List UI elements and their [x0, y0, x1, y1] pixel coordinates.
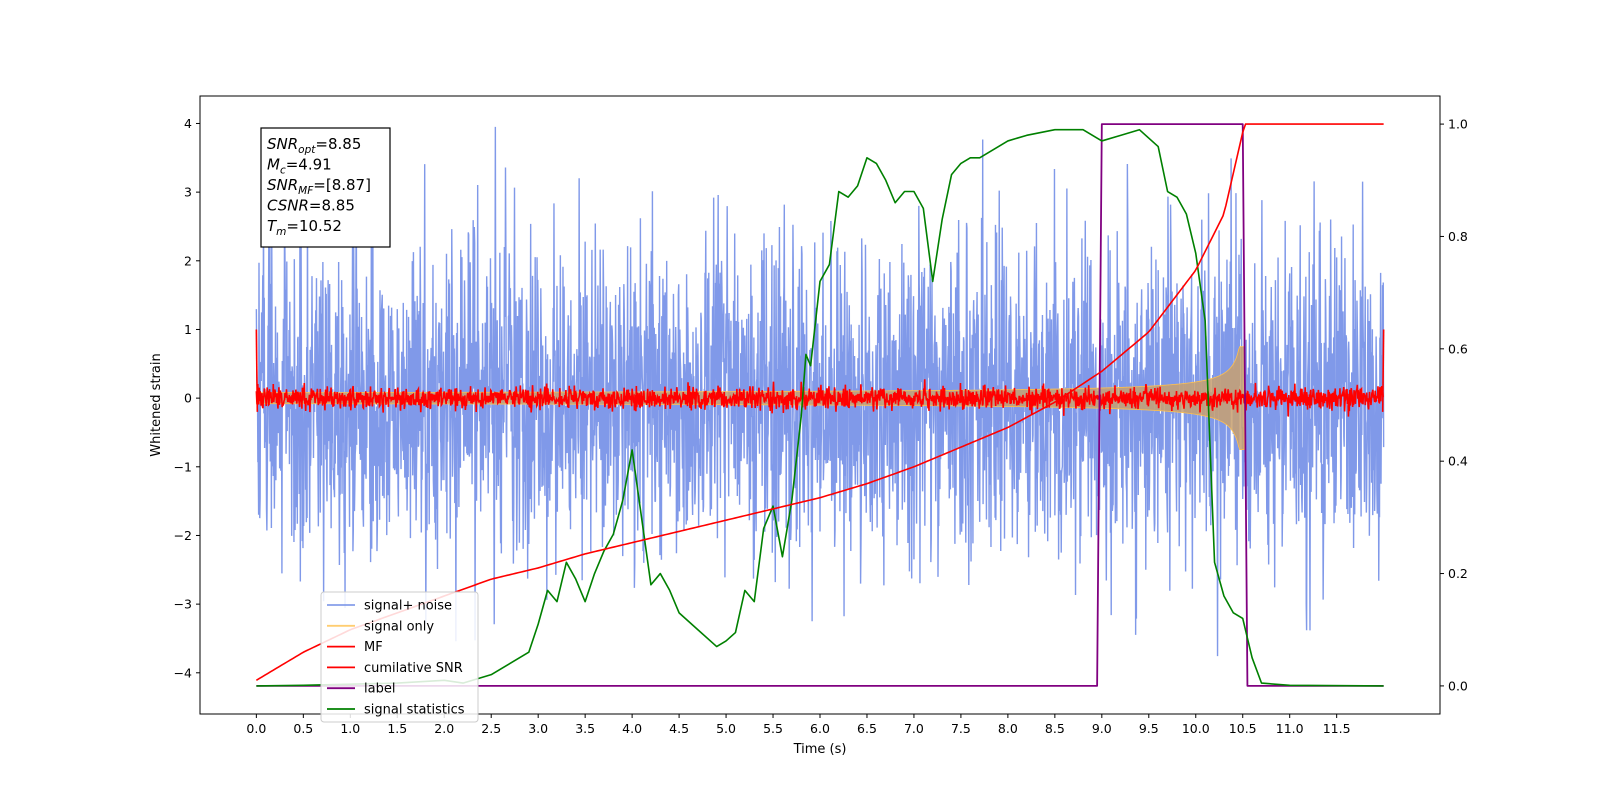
- x-tick-label: 7.5: [951, 721, 971, 736]
- series-signal-noise-line: [255, 126, 1385, 657]
- x-tick-label: 11.0: [1276, 721, 1304, 736]
- stats-annotation-box: SNRopt=8.85Mc=4.91SNRMF=[8.87]CSNR=8.85T…: [260, 127, 391, 248]
- series-layer: [255, 123, 1385, 687]
- x-tick-label: 1.0: [340, 721, 360, 736]
- y-axis-label: Whitened strain: [149, 353, 164, 456]
- x-tick-label: 9.0: [1092, 721, 1112, 736]
- y-right-tick-label: 0.6: [1448, 341, 1468, 356]
- y-right-tick-label: 0.0: [1448, 678, 1468, 693]
- y-left-tick-label: 1: [184, 322, 192, 337]
- legend-label: MF: [364, 640, 383, 655]
- legend-frame: [320, 591, 479, 723]
- x-tick-label: 6.0: [810, 721, 830, 736]
- stats-annotation-symbol: T: [267, 217, 278, 235]
- x-tick-label: 3.5: [575, 721, 595, 736]
- legend-label: signal+ noise: [364, 599, 452, 614]
- y-right-tick-label: 0.4: [1448, 454, 1468, 469]
- series-mf-start-spike: [255, 329, 259, 412]
- stats-annotation-subscript: MF: [298, 185, 314, 197]
- stats-annotation-value: =8.85: [315, 135, 361, 153]
- stats-annotation-symbol: CSNR: [267, 197, 309, 215]
- legend-label: cumilative SNR: [364, 661, 463, 676]
- stats-annotation-subscript: c: [280, 165, 286, 177]
- legend-label: signal statistics: [364, 703, 465, 718]
- x-tick-label: 7.0: [904, 721, 924, 736]
- stats-annotation-symbol: M: [267, 156, 280, 174]
- y-left-tick-label: 2: [184, 253, 192, 268]
- x-tick-label: 8.5: [1045, 721, 1065, 736]
- x-tick-label: 8.0: [998, 721, 1018, 736]
- x-tick-label: 4.0: [622, 721, 642, 736]
- y-left-tick-label: −3: [174, 597, 192, 612]
- x-tick-label: 4.5: [669, 721, 689, 736]
- series-label-line: [256, 123, 1384, 687]
- stats-annotation-line: SNRMF=[8.87]: [267, 176, 371, 197]
- series-mf-line: [255, 379, 1385, 417]
- x-tick-label: 10.5: [1229, 721, 1257, 736]
- x-tick-label: 2.5: [481, 721, 501, 736]
- y-left-tick-label: −1: [174, 459, 192, 474]
- y-left-tick-label: −4: [174, 665, 192, 680]
- stats-annotation-symbol: SNR: [267, 176, 298, 194]
- x-tick-label: 10.0: [1182, 721, 1210, 736]
- x-tick-label: 5.5: [763, 721, 783, 736]
- series-signal-statistics-line: [256, 128, 1384, 687]
- stats-annotation-value: =10.52: [286, 217, 342, 235]
- x-tick-label: 6.5: [857, 721, 877, 736]
- stats-annotation-line: Tm=10.52: [267, 217, 342, 238]
- stats-annotation-symbol: SNR: [267, 135, 298, 153]
- stats-annotation-subscript: m: [276, 226, 286, 238]
- legend-label: label: [364, 682, 395, 697]
- x-tick-label: 0.0: [246, 721, 266, 736]
- y-left-tick-label: 3: [184, 185, 192, 200]
- x-axis: 0.0 0.5 1.0 1.5 2.0 2.5 3.0 3.5 4.0 4.5 5.0 5.5 6.0 6…: [246, 714, 1351, 736]
- y-right-tick-label: 0.2: [1448, 566, 1468, 581]
- stats-annotation-subscript: opt: [298, 144, 316, 156]
- y-left-axis: −4 −3 −2 −1 0 1 2 3 4: [174, 116, 200, 680]
- series-mf-end-spike: [1381, 329, 1385, 412]
- stats-annotation-frame: [260, 127, 391, 248]
- stats-annotation-value: =4.91: [286, 156, 332, 174]
- x-axis-label: Time (s): [793, 742, 847, 757]
- y-left-tick-label: −2: [174, 528, 192, 543]
- x-tick-label: 0.5: [293, 721, 313, 736]
- y-right-tick-label: 1.0: [1448, 117, 1468, 132]
- y-left-tick-label: 0: [184, 391, 192, 406]
- stats-annotation-value: =[8.87]: [313, 176, 371, 194]
- stats-annotation-line: SNRopt=8.85: [267, 135, 361, 156]
- legend: signal+ noise signal only MF cumilative SNR…: [320, 591, 479, 723]
- x-tick-label: 2.0: [434, 721, 454, 736]
- legend-label: signal only: [364, 619, 434, 634]
- x-tick-label: 9.5: [1139, 721, 1159, 736]
- y-left-tick-label: 4: [184, 116, 192, 131]
- stats-annotation-line: Mc=4.91: [267, 156, 332, 177]
- x-tick-label: 11.5: [1323, 721, 1351, 736]
- y-right-axis: 0.0 0.2 0.4 0.6 0.8 1.0: [1440, 117, 1468, 693]
- stats-annotation-value: =8.85: [309, 197, 355, 215]
- x-tick-label: 5.0: [716, 721, 736, 736]
- x-tick-label: 1.5: [387, 721, 407, 736]
- stats-annotation-line: CSNR=8.85: [267, 197, 355, 215]
- y-right-tick-label: 0.8: [1448, 229, 1468, 244]
- x-tick-label: 3.0: [528, 721, 548, 736]
